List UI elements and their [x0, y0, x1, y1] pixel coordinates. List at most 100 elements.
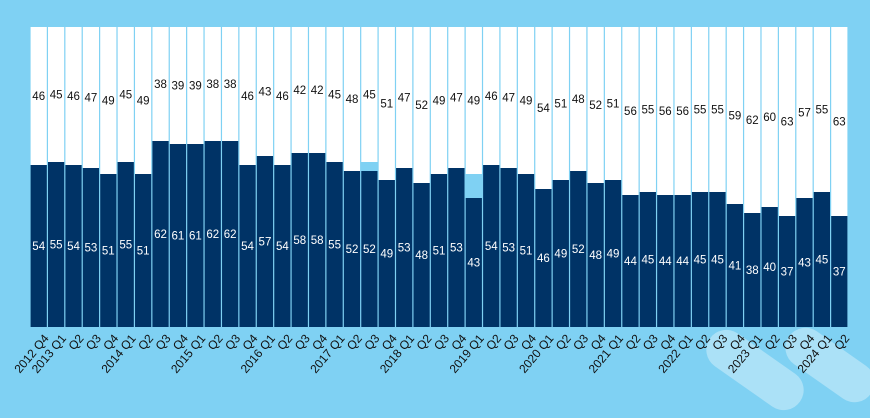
bar-segment-top — [413, 27, 430, 183]
data-label-top: 38 — [224, 79, 237, 91]
data-label-bottom: 54 — [67, 241, 80, 253]
bar-segment-top — [657, 27, 674, 195]
bar-segment-top — [291, 27, 308, 153]
bar-segment-bottom — [517, 174, 535, 327]
bar-segment-bottom — [256, 156, 274, 327]
data-label-top: 47 — [450, 93, 463, 105]
data-label-bottom: 37 — [833, 267, 846, 279]
data-label-bottom: 51 — [137, 246, 150, 258]
data-label-top: 54 — [537, 103, 550, 115]
bar-segment-top — [726, 27, 743, 204]
bar-segment-bottom — [430, 174, 448, 327]
data-label-top: 47 — [398, 93, 411, 105]
bar-segment-bottom — [239, 165, 256, 327]
data-label-bottom: 44 — [624, 256, 637, 268]
bar-segment-top — [430, 27, 448, 174]
data-label-bottom: 62 — [224, 229, 237, 241]
data-label-top: 49 — [467, 96, 480, 108]
bar-segment-bottom — [761, 207, 778, 327]
bar-segment-bottom — [309, 153, 326, 327]
data-label-bottom: 58 — [293, 235, 306, 247]
bar-segment-top — [587, 27, 604, 183]
bar-segment-top — [831, 27, 848, 216]
bar-segment-bottom — [535, 189, 552, 327]
bar-segment-top — [761, 27, 778, 207]
bar-segment-top — [517, 27, 535, 174]
data-label-top: 56 — [659, 106, 672, 118]
data-label-top: 39 — [189, 81, 202, 93]
data-label-top: 46 — [241, 91, 254, 103]
bar-segment-top — [604, 27, 622, 180]
data-label-bottom: 53 — [502, 243, 515, 255]
data-label-bottom: 61 — [172, 231, 185, 243]
bar-segment-bottom — [152, 141, 169, 327]
data-label-top: 47 — [502, 93, 515, 105]
bar-segment-bottom — [674, 195, 691, 327]
data-label-top: 38 — [206, 79, 219, 91]
data-label-bottom: 52 — [363, 244, 376, 256]
data-label-top: 42 — [293, 85, 306, 97]
bar-segment-top — [30, 27, 47, 165]
data-label-bottom: 45 — [815, 255, 828, 267]
bar-segment-bottom — [813, 192, 830, 327]
bar-segment-bottom — [169, 144, 187, 327]
data-label-top: 38 — [154, 79, 167, 91]
bar-segment-top — [709, 27, 726, 192]
bar-segment-top — [813, 27, 830, 192]
data-label-bottom: 43 — [467, 258, 480, 270]
bar-segment-bottom — [604, 180, 622, 327]
bar-segment-bottom — [570, 171, 587, 327]
data-label-top: 49 — [520, 96, 533, 108]
data-label-bottom: 55 — [119, 240, 132, 252]
data-label-top: 60 — [763, 112, 776, 124]
bar-segment-top — [187, 27, 204, 144]
bar-segment-bottom — [587, 183, 604, 327]
bar-segment-top — [535, 27, 552, 189]
bar-segment-top — [343, 27, 361, 171]
bar-segment-bottom — [726, 204, 743, 327]
data-label-top: 56 — [676, 106, 689, 118]
data-label-bottom: 54 — [241, 241, 254, 253]
data-label-top: 43 — [259, 87, 272, 99]
bar-segment-bottom — [709, 192, 726, 327]
data-label-bottom: 53 — [398, 243, 411, 255]
bar-segment-bottom — [48, 162, 65, 327]
bar-segment-top — [552, 27, 569, 180]
bar-segment-top — [152, 27, 169, 141]
data-label-bottom: 45 — [641, 255, 654, 267]
data-label-top: 57 — [798, 108, 811, 120]
data-label-top: 51 — [554, 99, 567, 111]
bar-segment-top — [778, 27, 796, 216]
bar-segment-bottom — [82, 168, 100, 327]
data-label-top: 51 — [607, 99, 620, 111]
data-label-top: 63 — [833, 117, 846, 129]
bar-segment-top — [448, 27, 465, 168]
data-label-bottom: 55 — [50, 240, 63, 252]
bar-segment-top — [378, 27, 395, 180]
bar-segment-bottom — [396, 168, 413, 327]
bar-segment-bottom — [831, 216, 848, 327]
bar-segment-bottom — [552, 180, 569, 327]
data-label-bottom: 58 — [311, 235, 324, 247]
bar-segment-top — [396, 27, 413, 168]
bar-segment-top — [622, 27, 639, 195]
bar-segment-top — [48, 27, 65, 162]
bar-segment-bottom — [204, 141, 221, 327]
bar-segment-top — [483, 27, 500, 165]
data-label-top: 55 — [694, 105, 707, 117]
data-label-top: 48 — [572, 94, 585, 106]
bar-segment-top — [274, 27, 291, 165]
bar-segment-bottom — [187, 144, 204, 327]
data-label-top: 45 — [119, 90, 132, 102]
data-label-top: 49 — [433, 96, 446, 108]
bar-segment-bottom — [413, 183, 430, 327]
bar-segment-top — [500, 27, 517, 168]
bar-segment-bottom — [343, 171, 361, 327]
data-label-top: 49 — [102, 96, 115, 108]
data-label-bottom: 51 — [520, 246, 533, 258]
data-label-top: 48 — [346, 94, 359, 106]
data-label-bottom: 52 — [346, 244, 359, 256]
data-label-bottom: 62 — [206, 229, 219, 241]
data-label-top: 59 — [728, 111, 741, 123]
bar-segment-top — [135, 27, 152, 174]
